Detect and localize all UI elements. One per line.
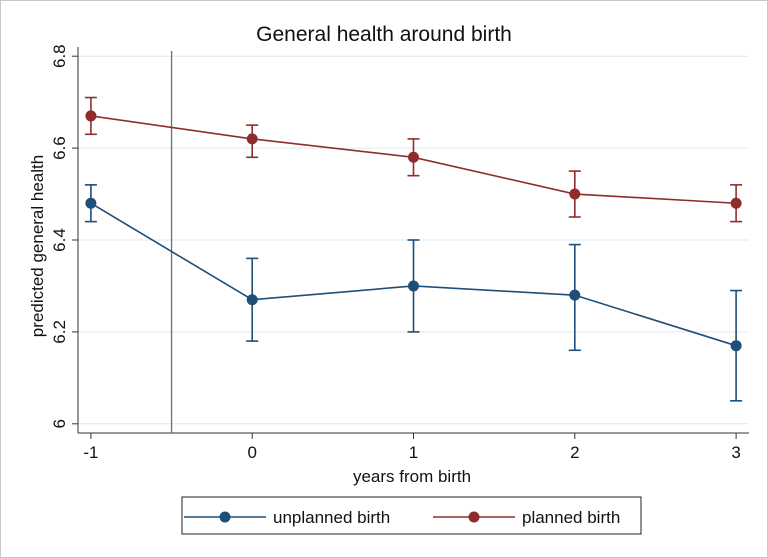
legend-entries: unplanned birth planned birth xyxy=(184,508,620,527)
data-point xyxy=(408,280,419,292)
legend-box xyxy=(181,496,642,535)
legend-label: planned birth xyxy=(522,508,620,527)
series-2 xyxy=(84,96,743,223)
data-point xyxy=(246,133,258,145)
legend: unplanned birth planned birth xyxy=(181,496,642,535)
x-tick-label: 0 xyxy=(247,443,256,462)
series-layer xyxy=(84,96,743,402)
data-point xyxy=(408,151,419,163)
data-point xyxy=(730,197,742,209)
chart-title: General health around birth xyxy=(256,23,512,46)
data-point xyxy=(85,110,97,122)
data-point xyxy=(85,197,97,209)
data-point xyxy=(246,294,258,306)
x-axis-label: years from birth xyxy=(353,467,471,486)
y-tick-label: 6 xyxy=(50,419,69,428)
x-tick-label: 2 xyxy=(570,443,579,462)
legend-item: unplanned birth xyxy=(184,508,390,527)
data-point xyxy=(569,289,581,301)
data-point xyxy=(569,188,581,200)
legend-swatch-marker xyxy=(219,511,231,523)
y-axis-label: predicted general health xyxy=(28,155,47,337)
axes: 6 6.2 6.4 6.6 6.8 -1 0 1 2 3 xyxy=(50,44,749,462)
series-1 xyxy=(84,184,743,402)
data-point xyxy=(730,340,742,352)
legend-swatch-marker xyxy=(468,511,480,523)
y-tick-label: 6.2 xyxy=(50,320,69,344)
y-tick-label: 6.8 xyxy=(50,44,69,68)
x-tick-label: 3 xyxy=(731,443,740,462)
legend-item: planned birth xyxy=(433,508,620,527)
x-tick-label: 1 xyxy=(409,443,418,462)
x-tick-label: -1 xyxy=(83,443,98,462)
legend-label: unplanned birth xyxy=(273,508,390,527)
y-tick-label: 6.6 xyxy=(50,136,69,160)
y-tick-label: 6.4 xyxy=(50,228,69,252)
